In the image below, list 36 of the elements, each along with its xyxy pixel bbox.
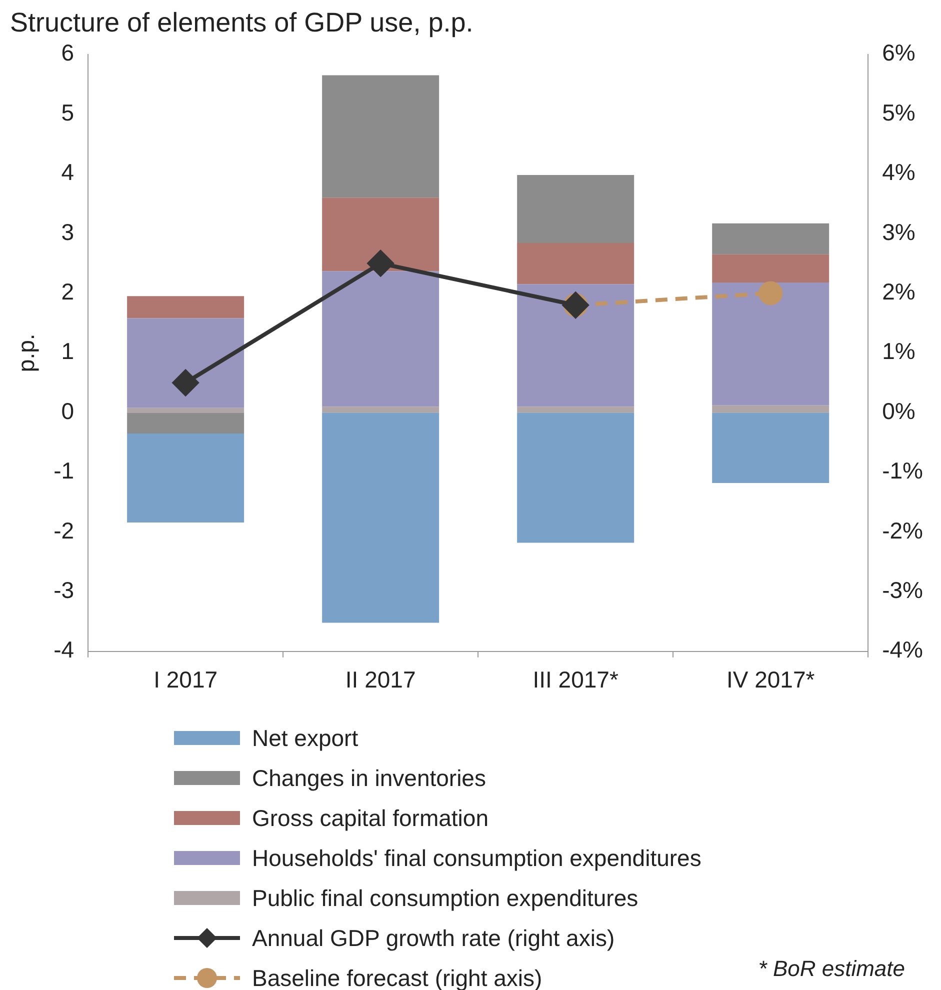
legend-label: Households' final consumption expenditures: [252, 844, 702, 872]
y-tick-label: 1: [61, 338, 74, 364]
legend-label: Net export: [252, 724, 358, 752]
y2-tick-label: 2%: [882, 278, 916, 305]
legend-label: Gross capital formation: [252, 804, 488, 832]
y-tick-label: 4: [61, 159, 74, 186]
y2-tick-label: -2%: [882, 517, 924, 544]
legend-label: Public final consumption expenditures: [252, 884, 638, 912]
x-tick-label: II 2017: [345, 666, 416, 693]
y-tick-label: 3: [61, 218, 74, 245]
chart-title: Structure of elements of GDP use, p.p.: [10, 8, 474, 38]
x-tick-label: I 2017: [154, 666, 218, 693]
y2-tick-label: 6%: [882, 40, 916, 66]
y2-tick-label: 1%: [882, 338, 916, 364]
y-tick-label: 6: [61, 40, 74, 66]
legend-label: Changes in inventories: [252, 764, 486, 792]
y-axis-title: p.p.: [13, 334, 40, 372]
y-tick-label: -3: [54, 577, 74, 604]
y-tick-label: -4: [54, 636, 74, 663]
legend-label: Annual GDP growth rate (right axis): [252, 924, 615, 952]
y-tick-label: -2: [54, 517, 74, 544]
y2-tick-label: 3%: [882, 218, 916, 245]
y2-tick-label: -4%: [882, 636, 924, 663]
x-tick-label: IV 2017*: [726, 666, 815, 693]
y-tick-label: 5: [61, 99, 74, 126]
y-tick-label: 0: [61, 398, 74, 424]
y-tick-label: -1: [54, 458, 74, 484]
x-tick-label: III 2017*: [532, 666, 618, 693]
y2-tick-label: -3%: [882, 577, 924, 604]
y2-tick-label: -1%: [882, 458, 924, 484]
y-tick-label: 2: [61, 278, 74, 305]
y2-tick-label: 5%: [882, 99, 916, 126]
legend-label: Baseline forecast (right axis): [252, 964, 542, 990]
y2-tick-label: 4%: [882, 159, 916, 186]
y2-tick-label: 0%: [882, 398, 916, 424]
text: * BoR estimate: [758, 956, 905, 982]
